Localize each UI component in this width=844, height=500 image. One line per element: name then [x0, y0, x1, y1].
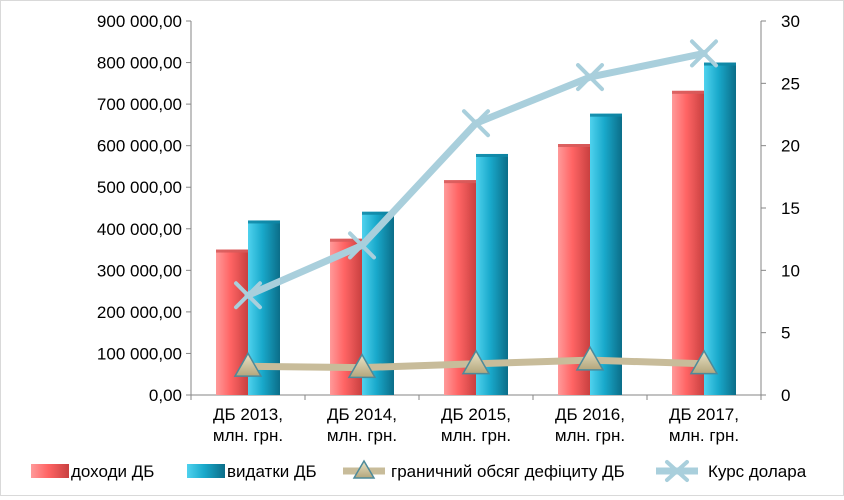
y-right-tick-label: 5 — [781, 324, 790, 343]
bar-top-face — [476, 153, 508, 157]
bar-top-face — [362, 211, 394, 215]
x-marker — [690, 39, 718, 68]
bar-доходи-ДБ — [558, 144, 590, 395]
y-left-tick-label: 500 000,00 — [97, 178, 182, 197]
y-left-tick-label: 700 000,00 — [97, 95, 182, 114]
y-right-tick-label: 25 — [781, 74, 800, 93]
x-marker — [348, 231, 376, 260]
triangle-marker — [575, 345, 605, 371]
legend-swatch-доходи-ДБ — [31, 464, 69, 478]
x-tick-label-line: млн. грн. — [555, 426, 625, 445]
x-marker — [234, 281, 262, 310]
x-tick-label-line: ДБ 2017, — [669, 405, 739, 424]
bar-top-face — [672, 90, 704, 94]
legend-label: доходи ДБ — [71, 462, 154, 481]
x-tick-label: ДБ 2014, млн. грн. — [327, 405, 397, 445]
chart-legend: доходи ДБ видатки ДБ граничний обсяг дефіц… — [31, 459, 807, 482]
triangle-marker — [233, 351, 263, 377]
x-tick-label: ДБ 2017, млн. грн. — [669, 405, 739, 445]
x-tick-label: ДБ 2013, млн. грн. — [213, 405, 283, 445]
x-tick-label-line: млн. грн. — [327, 426, 397, 445]
bar-top-face — [330, 238, 362, 242]
triangle-marker — [461, 349, 491, 375]
x-tick-label-line: млн. грн. — [669, 426, 739, 445]
y-right-tick-label: 30 — [781, 12, 800, 31]
bar-top-face — [590, 113, 622, 117]
x-marker — [462, 109, 490, 138]
bar-top-face — [444, 180, 476, 184]
x-tick-label-line: ДБ 2013, — [213, 405, 283, 424]
labels-layer: 0,00 100 000,00 200 000,00 300 000,00 400 00… — [97, 12, 800, 445]
bar-доходи-ДБ — [672, 90, 704, 396]
x-tick-label-line: ДБ 2014, — [327, 405, 397, 424]
bar-top-face — [558, 144, 590, 148]
y-left-tick-label: 100 000,00 — [97, 344, 182, 363]
x-marker — [576, 63, 604, 92]
legend-label: видатки ДБ — [227, 462, 317, 481]
x-tick-label-line: млн. грн. — [441, 426, 511, 445]
y-right-tick-label: 0 — [781, 386, 790, 405]
triangle-marker — [347, 353, 377, 379]
bar-видатки-ДБ — [476, 153, 508, 395]
bar-top-face — [704, 62, 736, 66]
y-left-tick-label: 800 000,00 — [97, 54, 182, 73]
x-tick-label: ДБ 2015, млн. грн. — [441, 405, 511, 445]
y-left-tick-label: 900 000,00 — [97, 12, 182, 31]
y-left-tick-label: 300 000,00 — [97, 261, 182, 280]
y-left-tick-label: 200 000,00 — [97, 303, 182, 322]
x-tick-label-line: ДБ 2015, — [441, 405, 511, 424]
legend-swatch-видатки-ДБ — [187, 464, 225, 478]
x-tick-label-line: ДБ 2016, — [555, 405, 625, 424]
legend-triangle-marker — [352, 459, 376, 479]
y-left-tick-label: 0,00 — [149, 386, 182, 405]
y-left-tick-label: 600 000,00 — [97, 137, 182, 156]
bar-видатки-ДБ — [590, 113, 622, 396]
y-right-tick-label: 15 — [781, 199, 800, 218]
x-tick-label-line: млн. грн. — [213, 426, 283, 445]
bars-layer — [216, 62, 736, 396]
bar-top-face — [216, 249, 248, 253]
legend-label: Курс долара — [708, 462, 807, 481]
y-right-tick-label: 20 — [781, 137, 800, 156]
triangle-marker — [689, 349, 719, 375]
x-tick-label: ДБ 2016, млн. грн. — [555, 405, 625, 445]
y-right-tick-label: 10 — [781, 261, 800, 280]
y-left-tick-label: 400 000,00 — [97, 220, 182, 239]
bar-видатки-ДБ — [704, 62, 736, 396]
lines-layer — [233, 39, 719, 379]
bar-top-face — [248, 220, 280, 224]
legend-label: граничний обсяг дефіциту ДБ — [391, 462, 625, 481]
legend-x-marker — [665, 460, 689, 482]
